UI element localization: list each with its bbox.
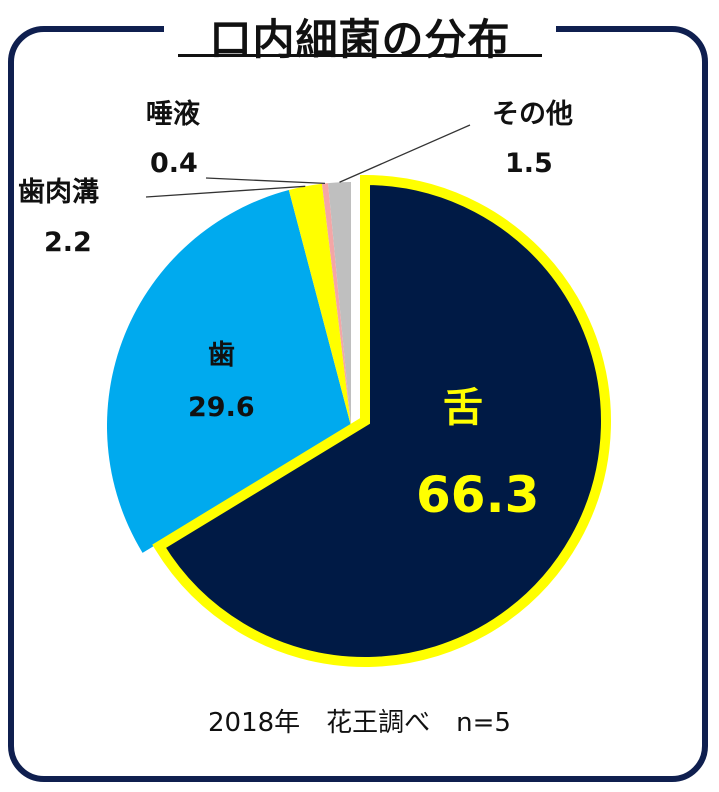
label-saliva-value: 0.4 [150,148,198,179]
pie-slice-tongue [152,174,611,667]
pie-slice-saliva [321,183,351,426]
label-gum-name: 歯肉溝 [18,177,99,208]
pie-slice-gum-pocket [288,183,351,426]
title-underline [178,54,542,57]
label-tongue-value: 66.3 [416,466,540,524]
title-box: 口内細菌の分布 [164,2,556,64]
source-note: 2018年 花王調べ n=5 [208,708,511,738]
leader-line-saliva [205,177,326,185]
label-tooth-name: 歯 [208,340,235,371]
leader-line-gum-pocket [145,185,306,198]
label-tooth-value: 29.6 [188,392,255,423]
chart-title: 口内細菌の分布 [209,15,511,64]
leader-line-other [339,124,471,183]
label-saliva-name: 唾液 [146,99,200,130]
pie-slice-other [328,182,351,426]
label-tongue-name: 舌 [443,385,483,431]
label-other-name: その他 [492,99,573,130]
label-other-value: 1.5 [505,148,553,179]
label-gum-value: 2.2 [44,227,92,258]
